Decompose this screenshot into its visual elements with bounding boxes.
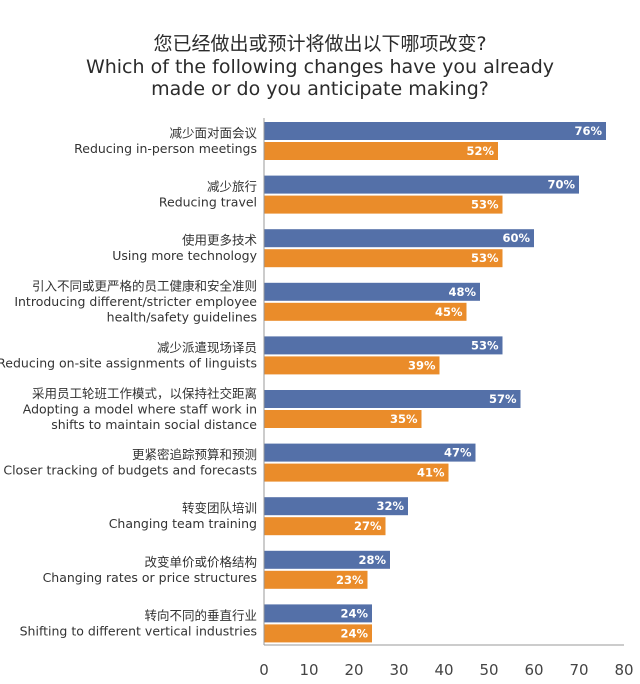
category-label-cn-10: 转向不同的垂直行业 [144, 608, 257, 623]
category-label-en-1-2: Reducing travel [159, 195, 257, 210]
data-label-series-2-7: 41% [417, 466, 445, 480]
category-label-en-2-4: health/safety guidelines [107, 310, 257, 325]
data-label-series-2-8: 27% [354, 519, 382, 533]
bar-series-1-1 [264, 122, 606, 140]
category-label-en-1-9: Changing rates or price structures [43, 570, 257, 585]
category-label-en-1-8: Changing team training [109, 516, 257, 531]
data-label-series-2-6: 35% [390, 412, 418, 426]
x-tick-label-20: 20 [344, 661, 363, 679]
bar-series-1-8 [264, 497, 408, 516]
data-label-series-2-1: 52% [466, 144, 494, 158]
category-label-cn-4: 引入不同或更严格的员工健康和安全准则 [32, 279, 257, 294]
data-label-series-1-6: 57% [489, 392, 517, 406]
x-tick-label-30: 30 [389, 661, 408, 679]
chart-title-english-line-1: Which of the following changes have you … [86, 56, 554, 78]
data-label-series-2-3: 53% [471, 251, 499, 265]
data-label-series-1-1: 76% [574, 124, 602, 138]
data-label-series-2-2: 53% [471, 198, 499, 212]
bar-series-2-8 [264, 517, 386, 536]
bar-series-2-4 [264, 302, 467, 321]
category-label-cn-2: 减少旅行 [207, 179, 257, 194]
bar-series-2-1 [264, 142, 498, 160]
bar-series-1-9 [264, 550, 390, 569]
category-label-en-1-10: Shifting to different vertical industrie… [20, 623, 257, 638]
data-label-series-2-9: 23% [336, 573, 364, 587]
bar-series-2-10 [264, 624, 372, 643]
bar-series-2-3 [264, 249, 503, 268]
bar-series-1-10 [264, 604, 372, 623]
bar-series-1-4 [264, 282, 480, 301]
category-label-cn-8: 转变团队培训 [182, 501, 257, 516]
chart-title-chinese: 您已经做出或预计将做出以下哪项改变? [153, 33, 486, 55]
bar-series-1-5 [264, 336, 503, 355]
bar-series-2-9 [264, 570, 368, 589]
category-label-en-1-7: Closer tracking of budgets and forecasts [3, 463, 257, 478]
x-tick-label-50: 50 [479, 661, 498, 679]
data-label-series-1-10: 24% [340, 606, 368, 620]
bar-series-1-7 [264, 443, 476, 462]
bar-series-2-6 [264, 410, 422, 428]
x-tick-label-60: 60 [524, 661, 543, 679]
category-label-en-1-4: Introducing different/stricter employee [14, 294, 257, 309]
x-tick-label-40: 40 [434, 661, 453, 679]
chart-title-english-line-2: made or do you anticipate making? [151, 78, 489, 100]
category-label-en-1-5: Reducing on-site assignments of linguist… [0, 355, 257, 370]
bar-series-1-3 [264, 229, 534, 248]
category-label-cn-5: 减少派遣现场译员 [157, 340, 257, 355]
bar-series-2-2 [264, 195, 503, 214]
x-tick-label-10: 10 [299, 661, 318, 679]
bar-series-2-7 [264, 463, 449, 482]
bar-series-2-5 [264, 356, 440, 375]
data-label-series-1-2: 70% [547, 178, 575, 192]
data-label-series-1-9: 28% [358, 553, 386, 567]
x-tick-label-80: 80 [614, 661, 633, 679]
category-label-en-2-6: shifts to maintain social distance [51, 417, 257, 432]
bar-series-1-6 [264, 390, 521, 408]
data-label-series-1-7: 47% [444, 446, 472, 460]
data-label-series-1-8: 32% [376, 499, 404, 513]
x-tick-label-70: 70 [569, 661, 588, 679]
data-label-series-1-4: 48% [448, 285, 476, 299]
data-label-series-1-5: 53% [471, 338, 499, 352]
category-label-cn-3: 使用更多技术 [182, 233, 258, 248]
category-label-cn-6: 采用员工轮班工作模式，以保持社交距离 [32, 386, 257, 401]
category-label-cn-9: 改变单价或价格结构 [144, 554, 257, 569]
data-label-series-2-5: 39% [408, 358, 436, 372]
category-label-en-1-6: Adopting a model where staff work in [23, 401, 257, 416]
category-label-cn-7: 更紧密追踪预算和预测 [132, 447, 257, 462]
data-label-series-2-4: 45% [435, 305, 463, 319]
data-label-series-2-10: 24% [340, 626, 368, 640]
data-label-series-1-3: 60% [502, 231, 530, 245]
category-label-en-1-1: Reducing in-person meetings [74, 141, 257, 156]
category-label-cn-1: 减少面对面会议 [169, 126, 257, 141]
x-tick-label-0: 0 [259, 661, 269, 679]
category-label-en-1-3: Using more technology [112, 248, 257, 263]
bar-series-1-2 [264, 175, 579, 194]
